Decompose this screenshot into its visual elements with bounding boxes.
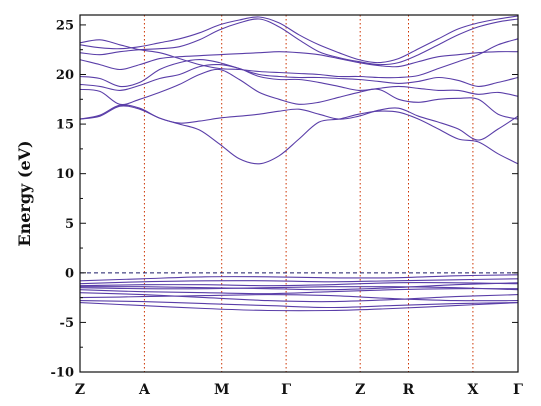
k-point-label: X [467, 382, 478, 398]
k-point-label: Γ [281, 382, 291, 398]
y-tick-label: 10 [56, 167, 74, 182]
y-tick-label: 25 [56, 18, 74, 33]
y-tick-label: 15 [56, 118, 74, 133]
band-line [79, 302, 519, 312]
y-axis: -10 -5 0 5 10 15 20 25 [51, 18, 518, 381]
band-line [79, 15, 519, 64]
k-point-label: Γ [513, 382, 523, 398]
band-line [79, 274, 519, 282]
band-line [79, 105, 519, 165]
band-lines [79, 15, 519, 312]
band-line [79, 18, 519, 66]
k-point-label: M [214, 382, 230, 398]
band-line [79, 282, 519, 287]
band-line [79, 294, 519, 302]
band-line [79, 59, 519, 88]
band-line [79, 292, 519, 303]
y-tick-label: -10 [51, 366, 75, 381]
band-line [79, 282, 519, 291]
band-line [79, 286, 519, 291]
band-line [79, 288, 519, 295]
y-tick-label: 20 [56, 68, 74, 83]
band-line [79, 63, 519, 97]
band-line [79, 38, 519, 79]
y-tick-label: 0 [65, 266, 74, 281]
k-point-label: A [138, 382, 151, 398]
y-axis-label: Energy (eV) [15, 140, 34, 246]
y-tick-label: 5 [65, 217, 74, 232]
k-point-label: R [403, 382, 415, 398]
band-line [79, 300, 519, 309]
band-line [79, 278, 519, 285]
band-line [79, 104, 519, 141]
band-line [79, 68, 519, 120]
high-symmetry-lines [143, 15, 474, 372]
band-line [79, 51, 519, 71]
k-point-label: Z [355, 382, 365, 398]
k-point-label: Z [75, 382, 85, 398]
plot-frame [79, 14, 519, 373]
y-tick-label: -5 [60, 316, 74, 331]
